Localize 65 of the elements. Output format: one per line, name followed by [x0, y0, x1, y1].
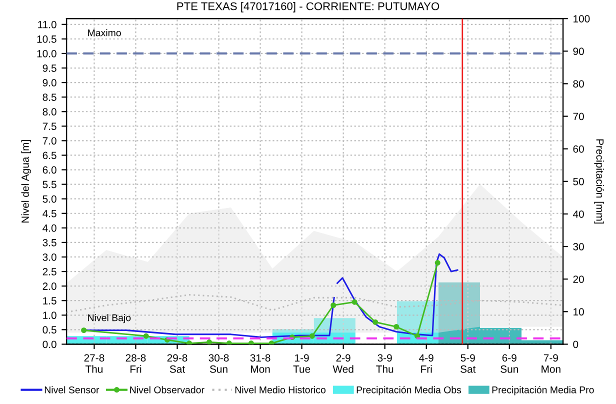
y-tick-label: 7.0: [42, 137, 56, 145]
y-axis-title: Nivel del Agua [m]: [21, 140, 31, 223]
y-tick-label: 1.5: [43, 297, 56, 304]
y-tick-label: 5.0: [42, 195, 56, 203]
y-tick-label: 3.5: [42, 238, 56, 246]
x-tick-label: 29-8 Sat: [167, 354, 188, 373]
point: [394, 324, 400, 330]
y-tick-label: 9.5: [42, 64, 56, 72]
point: [352, 299, 358, 305]
chart-title: PTE TEXAS [47017160] - CORRIENTE: PUTUMAYO: [177, 2, 440, 12]
ref-line-label: Maximo: [88, 29, 121, 36]
point: [372, 319, 378, 325]
point: [143, 333, 149, 339]
x-tick-label: 5-9 Sat: [460, 354, 476, 373]
x-tick-label: 28-8 Fri: [126, 354, 146, 373]
y2-tick-label: 70: [573, 112, 584, 120]
y2-tick-label: 30: [573, 243, 584, 250]
y-tick-label: 10.5: [37, 35, 56, 43]
y2-tick-label: 100: [574, 15, 590, 22]
x-tick-label: 6-9 Sun: [500, 354, 518, 373]
y2-tick-label: 50: [573, 178, 584, 186]
point: [330, 302, 336, 308]
y-tick-label: 11.0: [38, 20, 56, 28]
y-tick-label: 9.0: [42, 79, 56, 86]
legend-label: Nivel Observador: [130, 386, 204, 394]
y2-tick-label: 20: [573, 276, 584, 283]
point: [309, 333, 315, 339]
x-tick-label: 3-9 Thu: [376, 354, 394, 373]
y2-tick-label: 10: [574, 308, 584, 316]
legend-label: Precipitación Media Obs: [356, 386, 462, 396]
y-tick-label: 2.0: [42, 282, 56, 290]
x-tick-label: 1-9 Tue: [293, 354, 310, 373]
y2-tick-label: 60: [573, 145, 584, 153]
y-tick-label: 5.5: [42, 180, 56, 188]
y-tick-label: 2.5: [42, 268, 56, 276]
y-tick-label: 7.5: [42, 122, 56, 130]
y-tick-label: 4.5: [42, 210, 56, 218]
y2-tick-label: 0: [573, 340, 578, 348]
x-tick-label: 30-8 Sun: [208, 354, 229, 373]
y2-tick-label: 80: [573, 80, 584, 88]
x-tick-label: 7-9 Mon: [542, 354, 560, 373]
y2-tick-label: 90: [573, 48, 584, 56]
point: [414, 333, 420, 339]
point: [206, 339, 212, 344]
y2-tick-label: 40: [572, 210, 584, 218]
ref-line-label: Nivel Bajo: [88, 314, 131, 324]
y-tick-label: 8.5: [42, 94, 56, 101]
y-tick-label: 6.5: [42, 152, 56, 160]
legend-label: Nivel Sensor: [44, 386, 100, 394]
y-tick-label: 1.0: [43, 312, 56, 320]
point: [434, 260, 440, 266]
y2-axis-title: Precipitación [mm]: [594, 139, 604, 224]
y-tick-label: 3.0: [42, 253, 56, 261]
legend-label: Nivel Medio Historico: [235, 386, 326, 394]
y-tick-label: 8.0: [42, 108, 56, 116]
y-tick-label: 4.0: [42, 224, 56, 232]
x-tick-label: 4-9 Fri: [419, 354, 434, 373]
legend-label: Precipitación Media Pro: [492, 386, 594, 396]
y-tick-label: 10.0: [37, 50, 56, 58]
y-tick-label: 0.0: [42, 340, 56, 348]
x-tick-label: 27-8 Thu: [84, 354, 104, 373]
y-tick-label: 0.5: [42, 326, 56, 334]
y-tick-label: 6.0: [42, 166, 56, 174]
x-tick-label: 31-8 Mon: [250, 354, 270, 373]
x-tick-label: 2-9 Wed: [332, 354, 354, 373]
